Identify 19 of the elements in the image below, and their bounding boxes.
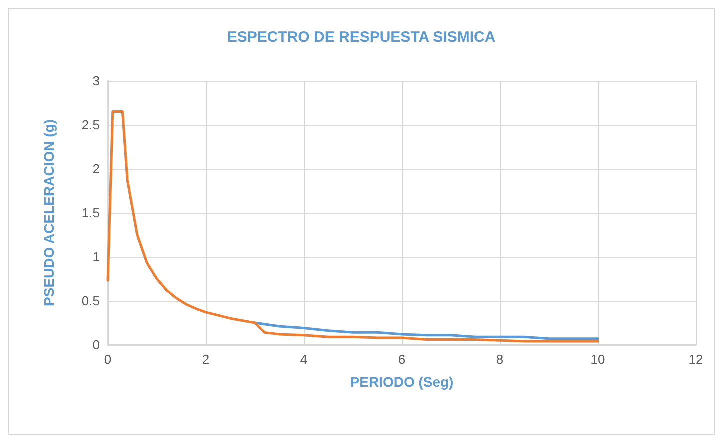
x-tick-label: 4 <box>300 352 308 367</box>
y-tick-label: 0.5 <box>82 294 100 308</box>
line-series <box>254 322 600 340</box>
line-series <box>106 110 600 343</box>
x-tick-label: 8 <box>496 352 504 367</box>
y-tick-label: 2 <box>92 162 100 176</box>
y-tick-label: 1.5 <box>82 206 100 220</box>
x-tick-label: 0 <box>104 352 112 367</box>
x-tick-label: 12 <box>688 352 704 367</box>
chart-title: ESPECTRO DE RESPUESTA SISMICA <box>227 29 496 46</box>
y-tick-label: 1 <box>92 250 100 264</box>
y-tick-label: 2.5 <box>82 118 100 132</box>
y-tick-label: 0 <box>92 338 100 352</box>
y-tick-label: 3 <box>92 74 100 88</box>
x-axis-title: PERIODO (Seg) <box>350 374 454 390</box>
y-axis-title: PSEUDO ACELERACION (g) <box>41 120 57 306</box>
x-tick-label: 10 <box>590 352 606 367</box>
x-tick-label: 2 <box>202 352 210 367</box>
x-tick-label: 6 <box>398 352 406 367</box>
